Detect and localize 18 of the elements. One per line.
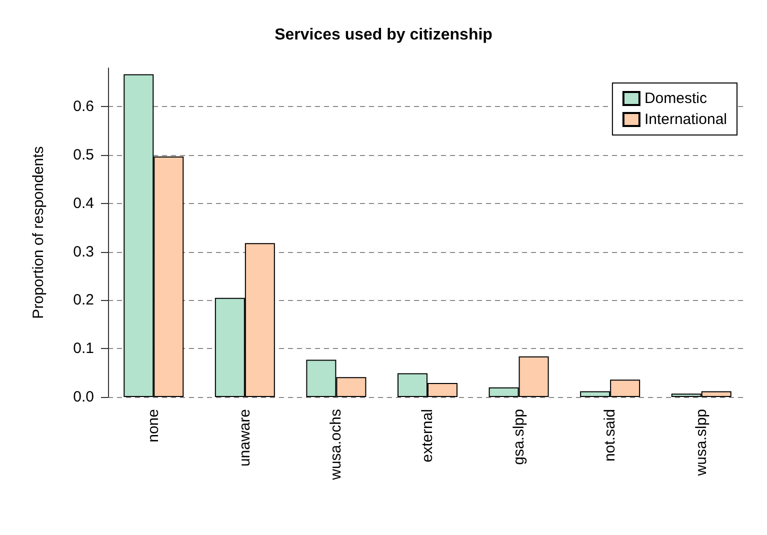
x-tick-label: wusa.ochs bbox=[328, 409, 345, 481]
y-tick-label: 0.4 bbox=[73, 194, 94, 212]
x-tick-label: unaware bbox=[236, 409, 254, 467]
x-tick-label: external bbox=[419, 409, 436, 462]
y-tick-label: 0.6 bbox=[73, 98, 94, 116]
y-axis-title: Proportion of respondents bbox=[30, 146, 47, 319]
y-tick-label: 0.5 bbox=[73, 146, 94, 164]
x-tick-label: wusa.slpp bbox=[692, 409, 710, 477]
x-tick-label: gsa.slpp bbox=[510, 409, 528, 465]
chart-title: Services used by citizenship bbox=[274, 26, 493, 44]
y-tick-label: 0.1 bbox=[73, 340, 94, 358]
legend-label: International bbox=[644, 111, 728, 128]
x-tick-label: not.said bbox=[602, 409, 619, 462]
y-tick-label: 0.2 bbox=[73, 292, 94, 309]
y-tick-label: 0.3 bbox=[73, 243, 94, 260]
x-tick-label: none bbox=[145, 409, 162, 442]
legend-label: Domestic bbox=[644, 90, 708, 107]
y-tick-label: 0.0 bbox=[73, 388, 94, 406]
